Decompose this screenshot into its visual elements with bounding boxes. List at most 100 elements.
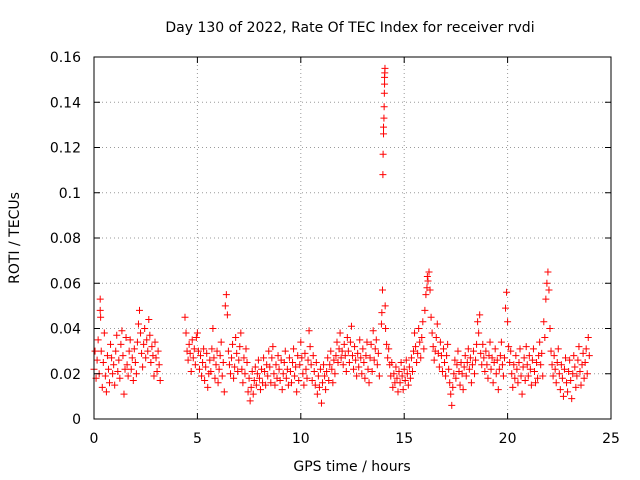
data-point-marker bbox=[127, 365, 135, 373]
data-point-marker bbox=[550, 352, 558, 360]
data-point-marker bbox=[130, 345, 138, 353]
data-point-marker bbox=[457, 358, 465, 366]
y-tick-label: 0.14 bbox=[50, 95, 81, 111]
data-point-marker bbox=[290, 345, 298, 353]
data-point-marker bbox=[184, 356, 192, 364]
data-point-marker bbox=[298, 354, 306, 362]
data-point-marker bbox=[426, 286, 434, 294]
data-point-marker bbox=[200, 345, 208, 353]
data-point-marker bbox=[296, 361, 304, 369]
data-point-marker bbox=[454, 347, 462, 355]
data-point-marker bbox=[484, 374, 492, 382]
data-point-marker bbox=[511, 374, 519, 382]
data-point-marker bbox=[522, 343, 530, 351]
data-point-marker bbox=[513, 365, 521, 373]
data-point-marker bbox=[315, 383, 323, 391]
data-point-marker bbox=[514, 379, 522, 387]
data-point-marker bbox=[260, 354, 268, 362]
data-point-marker bbox=[516, 345, 524, 353]
data-point-marker bbox=[408, 367, 416, 375]
data-point-marker bbox=[442, 372, 450, 380]
data-point-marker bbox=[393, 374, 401, 382]
data-point-marker bbox=[512, 352, 520, 360]
data-point-marker bbox=[370, 356, 378, 364]
data-point-marker bbox=[489, 379, 497, 387]
data-point-marker bbox=[405, 363, 413, 371]
data-point-marker bbox=[527, 381, 535, 389]
data-point-marker bbox=[413, 358, 421, 366]
data-point-marker bbox=[297, 338, 305, 346]
data-point-marker bbox=[249, 390, 257, 398]
data-point-marker bbox=[320, 361, 328, 369]
data-point-marker bbox=[262, 381, 270, 389]
data-point-marker bbox=[444, 340, 452, 348]
data-point-marker bbox=[349, 352, 356, 360]
data-point-marker bbox=[117, 340, 125, 348]
data-point-marker bbox=[562, 354, 570, 362]
data-point-marker bbox=[476, 311, 484, 319]
data-point-marker bbox=[242, 345, 250, 353]
data-point-marker bbox=[112, 347, 120, 355]
data-point-marker bbox=[132, 370, 140, 378]
data-point-marker bbox=[537, 361, 545, 369]
data-point-marker bbox=[475, 329, 483, 337]
data-point-marker bbox=[211, 374, 219, 382]
data-point-marker bbox=[383, 340, 391, 348]
data-point-marker bbox=[448, 401, 456, 409]
data-point-marker bbox=[235, 356, 243, 364]
data-point-marker bbox=[230, 374, 238, 382]
data-point-marker bbox=[261, 367, 269, 375]
data-point-marker bbox=[467, 379, 475, 387]
data-point-marker bbox=[368, 367, 376, 375]
data-point-marker bbox=[381, 80, 389, 88]
data-point-marker bbox=[104, 365, 112, 373]
data-point-marker bbox=[465, 365, 473, 373]
data-point-marker bbox=[525, 352, 533, 360]
data-point-marker bbox=[456, 381, 464, 389]
data-point-marker bbox=[225, 361, 233, 369]
data-point-marker bbox=[253, 370, 261, 378]
data-point-marker bbox=[508, 370, 516, 378]
data-point-marker bbox=[124, 372, 132, 380]
data-point-marker bbox=[209, 325, 217, 332]
data-point-marker bbox=[546, 325, 554, 332]
data-point-marker bbox=[272, 361, 280, 369]
data-point-marker bbox=[461, 352, 469, 360]
data-point-marker bbox=[463, 358, 471, 366]
data-point-marker bbox=[361, 374, 369, 382]
data-point-marker bbox=[341, 352, 349, 360]
data-point-marker bbox=[379, 171, 387, 179]
data-point-marker bbox=[301, 349, 309, 357]
data-point-marker bbox=[293, 388, 301, 396]
data-point-marker bbox=[286, 367, 294, 375]
x-tick-label: 15 bbox=[395, 431, 413, 447]
data-point-marker bbox=[129, 377, 137, 385]
data-point-marker bbox=[147, 358, 155, 366]
data-point-marker bbox=[452, 374, 460, 382]
data-point-marker bbox=[538, 349, 546, 357]
data-point-marker bbox=[466, 354, 474, 362]
data-point-marker bbox=[218, 372, 226, 380]
data-point-marker bbox=[141, 325, 149, 332]
data-point-marker bbox=[446, 379, 454, 387]
data-point-marker bbox=[469, 347, 477, 355]
data-point-marker bbox=[276, 377, 284, 385]
data-point-marker bbox=[398, 372, 406, 380]
data-point-marker bbox=[190, 345, 198, 353]
data-point-marker bbox=[308, 377, 316, 385]
data-point-marker bbox=[585, 352, 593, 360]
data-point-marker bbox=[99, 358, 107, 366]
data-point-marker bbox=[417, 354, 425, 362]
data-point-marker bbox=[338, 347, 346, 355]
data-point-marker bbox=[333, 338, 341, 346]
data-point-marker bbox=[534, 374, 542, 382]
data-point-marker bbox=[471, 370, 479, 378]
y-tick-label: 0.1 bbox=[59, 186, 81, 202]
y-tick-label: 0 bbox=[72, 412, 81, 428]
y-tick-label: 0.08 bbox=[50, 231, 81, 247]
data-point-marker bbox=[389, 383, 397, 391]
data-point-marker bbox=[400, 365, 408, 373]
data-point-marker bbox=[222, 291, 230, 299]
data-point-marker bbox=[270, 370, 278, 378]
data-point-marker bbox=[378, 286, 386, 294]
